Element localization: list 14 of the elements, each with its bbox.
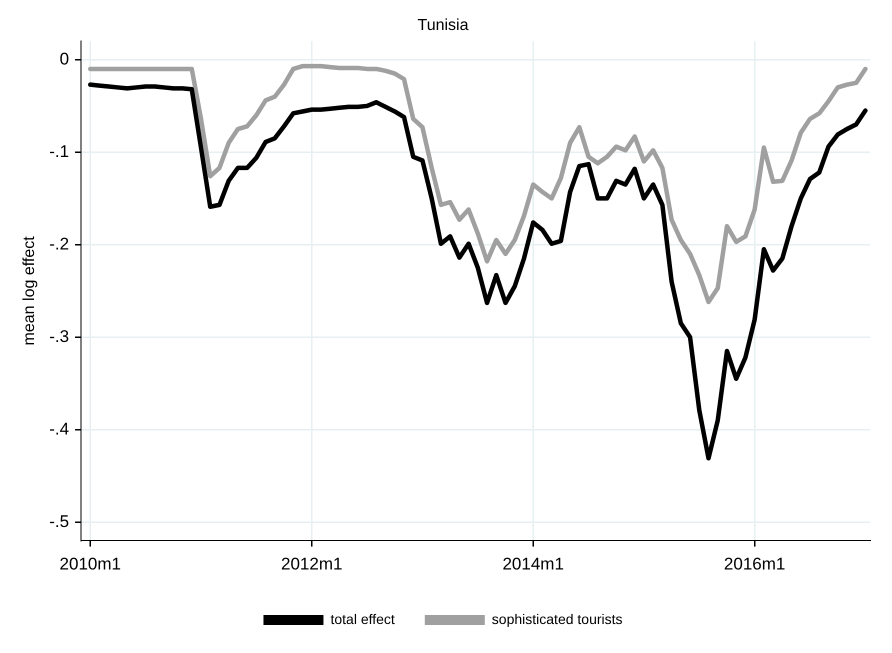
y-tick-label: -.3 bbox=[49, 326, 70, 346]
y-tick-label: -.5 bbox=[49, 512, 70, 531]
legend-label: sophisticated tourists bbox=[492, 610, 623, 627]
x-tick-label: 2012m1 bbox=[281, 554, 342, 574]
y-tick-label: -.2 bbox=[49, 234, 70, 254]
x-tick-label: 2016m1 bbox=[724, 554, 786, 574]
x-tick-label: 2010m1 bbox=[60, 554, 121, 574]
y-tick-label: -.1 bbox=[49, 142, 70, 161]
x-tick-label: 2014m1 bbox=[502, 554, 564, 574]
y-tick-label: 0 bbox=[60, 49, 70, 68]
legend-label: total effect bbox=[330, 610, 395, 627]
chart-title: Tunisia bbox=[418, 17, 469, 34]
y-tick-label: -.4 bbox=[49, 419, 70, 438]
y-axis-title: mean log effect bbox=[21, 236, 38, 346]
